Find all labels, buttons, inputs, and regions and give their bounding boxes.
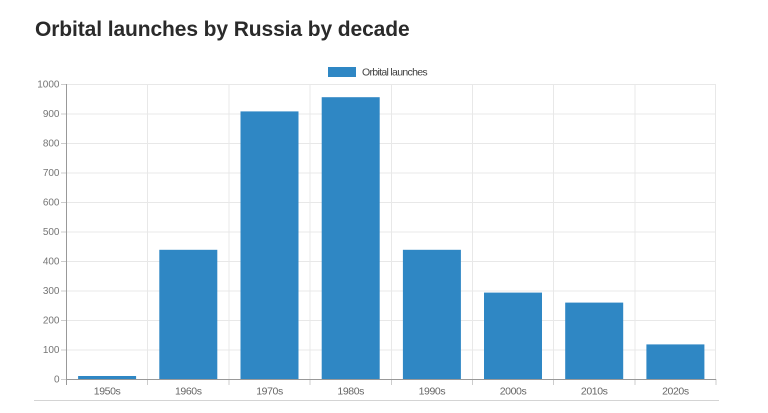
svg-text:500: 500 bbox=[43, 227, 60, 238]
svg-text:900: 900 bbox=[43, 109, 60, 120]
svg-text:100: 100 bbox=[43, 345, 60, 356]
svg-text:1990s: 1990s bbox=[419, 386, 446, 398]
svg-text:600: 600 bbox=[43, 198, 60, 209]
svg-text:2000s: 2000s bbox=[500, 386, 527, 398]
svg-text:2010s: 2010s bbox=[581, 386, 608, 398]
svg-text:300: 300 bbox=[43, 286, 60, 297]
svg-text:1980s: 1980s bbox=[337, 386, 364, 398]
svg-text:800: 800 bbox=[43, 139, 60, 150]
svg-text:2020s: 2020s bbox=[662, 386, 689, 398]
svg-text:0: 0 bbox=[54, 375, 60, 386]
svg-text:400: 400 bbox=[43, 257, 60, 268]
svg-text:700: 700 bbox=[43, 168, 60, 179]
svg-text:1950s: 1950s bbox=[94, 386, 121, 398]
svg-text:200: 200 bbox=[43, 316, 60, 327]
svg-text:1000: 1000 bbox=[37, 80, 60, 91]
svg-text:1960s: 1960s bbox=[175, 386, 202, 398]
svg-text:1970s: 1970s bbox=[256, 386, 283, 398]
svg-text:Orbital launches: Orbital launches bbox=[362, 67, 427, 79]
